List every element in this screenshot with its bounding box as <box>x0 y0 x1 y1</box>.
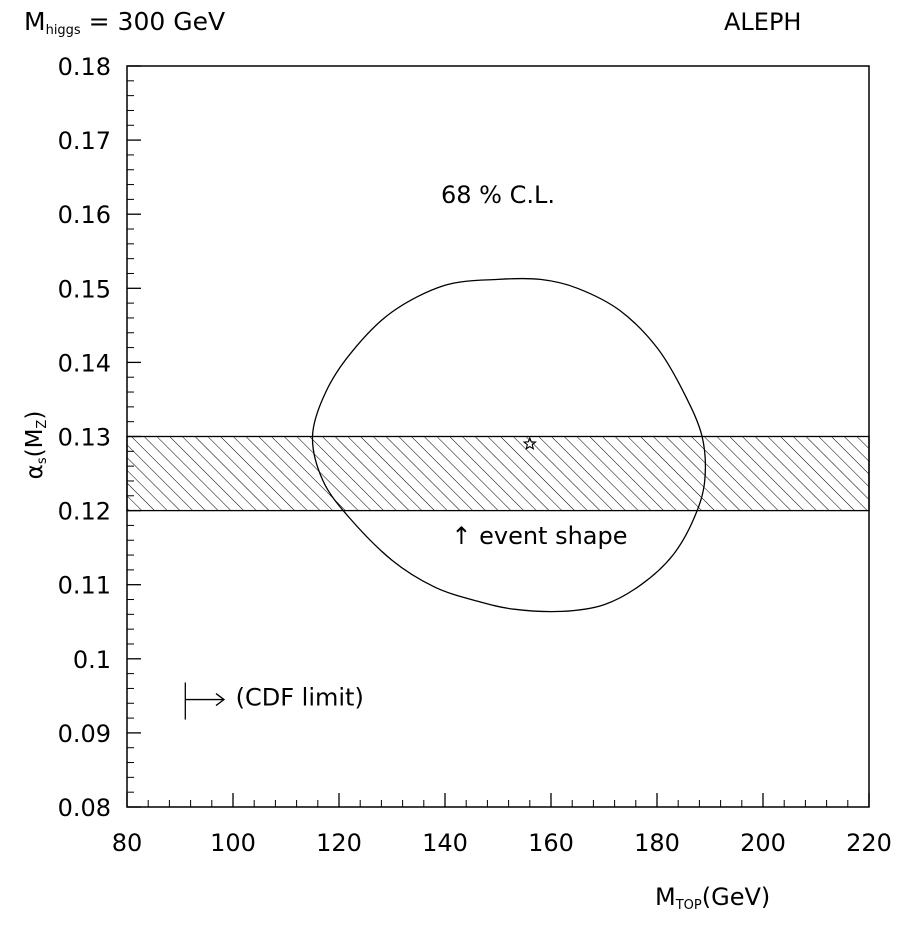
cdf-arrow-icon <box>185 693 226 707</box>
event-shape-annotation: ↑ event shape <box>451 522 627 550</box>
cl-contour <box>311 277 707 613</box>
x-label-rest: (GeV) <box>702 883 771 911</box>
y-label-close: ) <box>22 411 48 420</box>
x-tick-label: 180 <box>634 829 680 857</box>
y-label-sub2: Z <box>35 420 50 429</box>
title-left: Mhiggs = 300 GeV <box>24 7 225 38</box>
axis-ticks: 80 100 120 140 160 180 200 220 0.08 0.09 0.1 0.11 0.… <box>58 53 892 857</box>
y-tick-label: 0.09 <box>58 720 111 748</box>
cdf-annotation: (CDF limit) <box>236 683 364 711</box>
x-tick-label: 100 <box>210 829 256 857</box>
y-tick-label: 0.14 <box>58 349 111 377</box>
x-tick-label: 120 <box>316 829 362 857</box>
y-label-sub: s <box>35 457 50 464</box>
y-label-rest: (M <box>22 429 48 458</box>
title-left-main: M <box>24 7 46 36</box>
title-left-sub: higgs <box>46 23 81 38</box>
x-tick-label: 80 <box>112 829 143 857</box>
y-tick-label: 0.08 <box>58 794 111 822</box>
x-tick-label: 160 <box>528 829 574 857</box>
event-shape-band <box>126 435 870 512</box>
cl-annotation: 68 % C.L. <box>441 181 555 209</box>
x-tick-label: 220 <box>846 829 892 857</box>
y-tick-label: 0.1 <box>73 646 111 674</box>
y-tick-label: 0.12 <box>58 498 111 526</box>
x-axis-label: MTOP(GeV) <box>655 883 770 913</box>
y-label-alpha: α <box>22 464 48 479</box>
x-tick-label: 200 <box>740 829 786 857</box>
y-tick-label: 0.11 <box>58 572 111 600</box>
x-tick-label: 140 <box>422 829 468 857</box>
y-tick-label: 0.17 <box>58 127 111 155</box>
title-left-rest: = 300 GeV <box>81 7 225 36</box>
y-tick-label: 0.13 <box>58 424 111 452</box>
x-label-main: M <box>655 883 676 911</box>
y-tick-label: 0.18 <box>58 53 111 81</box>
title-right: ALEPH <box>724 8 801 36</box>
best-fit-star-icon <box>522 436 537 450</box>
y-axis-label: αs(MZ) <box>22 411 50 480</box>
y-tick-label: 0.16 <box>58 201 111 229</box>
x-label-sub: TOP <box>675 898 702 913</box>
y-tick-label: 0.15 <box>58 275 111 303</box>
